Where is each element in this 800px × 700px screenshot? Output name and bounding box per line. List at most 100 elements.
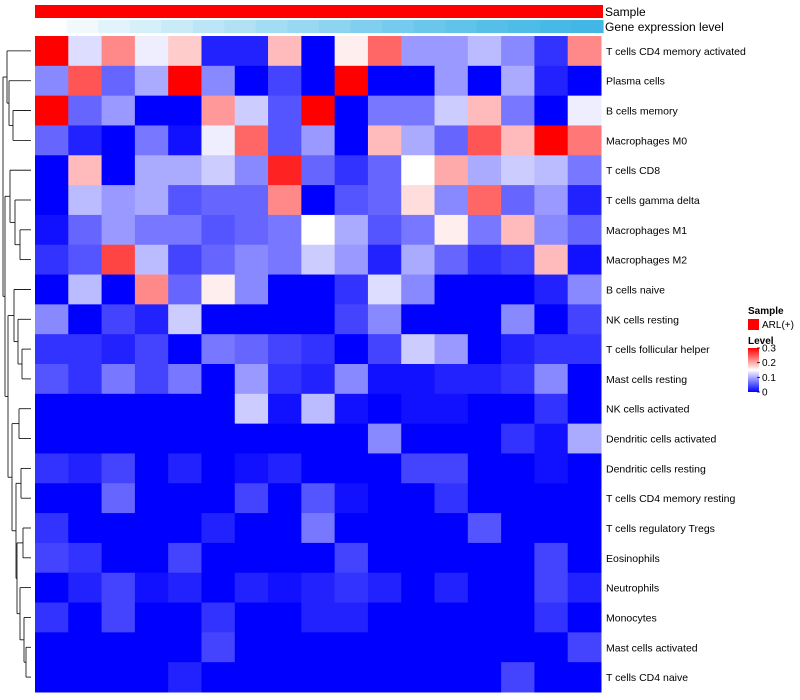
heatmap-cell (168, 304, 202, 335)
heatmap-cell (201, 572, 236, 604)
heatmap-cell (134, 602, 169, 633)
heatmap-cell (567, 393, 602, 425)
heatmap-cell (334, 453, 369, 484)
heatmap-cell (168, 244, 202, 276)
heatmap-cell (534, 36, 569, 67)
heatmap-cell (367, 542, 402, 574)
heatmap-cell (234, 602, 269, 633)
heatmap-cell (401, 185, 436, 216)
heatmap-cell (201, 513, 236, 544)
gene-expression-annotation-cell (161, 20, 194, 33)
heatmap-cell (35, 572, 69, 604)
heatmap-cell (201, 423, 236, 454)
gene-expression-annotation-cell (129, 20, 162, 33)
heatmap-cell (134, 304, 169, 335)
heatmap-cell (134, 393, 169, 425)
heatmap-cell (168, 274, 202, 305)
heatmap-cell (467, 125, 502, 156)
heatmap-cell (201, 36, 236, 67)
heatmap-cell (234, 513, 269, 544)
heatmap-cell (534, 453, 569, 484)
heatmap-cell (35, 304, 69, 335)
gene-expression-annotation-cell (255, 20, 289, 33)
heatmap-cell (501, 423, 535, 454)
gene-expression-annotation-cell (539, 20, 573, 33)
heatmap-cell (134, 95, 169, 126)
heatmap-cell (367, 513, 402, 544)
heatmap-cell (534, 632, 569, 663)
row-label: Dendritic cells resting (606, 463, 706, 475)
heatmap-cell (434, 572, 469, 604)
heatmap-cell (301, 662, 336, 693)
heatmap-cell (268, 95, 302, 126)
heatmap-cell (68, 125, 103, 156)
heatmap-cell (268, 662, 302, 693)
legend-level-colorbar (748, 348, 759, 392)
heatmap-cell (501, 125, 535, 156)
heatmap-cell (534, 393, 569, 425)
heatmap-cell (534, 244, 569, 276)
heatmap-cell (168, 602, 202, 633)
heatmap-cell (134, 214, 169, 246)
row-label: NK cells resting (606, 314, 679, 326)
row-label: Macrophages M0 (606, 135, 687, 147)
heatmap-cell (401, 244, 436, 276)
heatmap-cell (234, 304, 269, 335)
heatmap-cell (101, 364, 136, 395)
gene-expression-annotation-cell (66, 20, 99, 33)
heatmap-cell (401, 364, 436, 395)
heatmap-cell (534, 483, 569, 514)
heatmap-cell (201, 393, 236, 425)
gene-expression-annotation-cell (382, 20, 415, 33)
heatmap-cell (567, 542, 602, 574)
heatmap-cell (434, 334, 469, 365)
heatmap-cell (101, 572, 136, 604)
heatmap-cell (367, 125, 402, 156)
heatmap-cell (567, 304, 602, 335)
heatmap-cell (301, 185, 336, 216)
row-label: NK cells activated (606, 404, 690, 416)
heatmap-cell (301, 155, 336, 186)
heatmap-cell (534, 304, 569, 335)
heatmap-cell (301, 542, 336, 574)
legend-level-ticks: 0.3 0.2 0.1 0 (757, 344, 776, 399)
heatmap-cell (567, 662, 602, 693)
heatmap-cell (467, 513, 502, 544)
row-label: Mast cells activated (606, 642, 698, 654)
heatmap-cell (168, 662, 202, 693)
heatmap-cell (268, 572, 302, 604)
heatmap-cell (334, 65, 369, 97)
heatmap-cell (301, 513, 336, 544)
heatmap-cell (467, 244, 502, 276)
heatmap-cell (434, 214, 469, 246)
heatmap-cell (467, 483, 502, 514)
heatmap-cell (68, 393, 103, 425)
heatmap-cell (301, 483, 336, 514)
heatmap-cell (467, 95, 502, 126)
heatmap-cell (35, 602, 69, 633)
heatmap-cell (301, 214, 336, 246)
heatmap-cell (201, 65, 236, 97)
heatmap-cell (367, 95, 402, 126)
heatmap-cell (234, 95, 269, 126)
heatmap-cell (534, 602, 569, 633)
heatmap-cell (401, 95, 436, 126)
heatmap-cell (401, 304, 436, 335)
heatmap-cell (301, 125, 336, 156)
gene-expression-annotation-cell (445, 20, 478, 33)
heatmap-cell (201, 483, 236, 514)
heatmap-cell (467, 65, 502, 97)
heatmap-cell (234, 393, 269, 425)
heatmap-cell (434, 602, 469, 633)
heatmap-cell (367, 572, 402, 604)
heatmap-cell (467, 274, 502, 305)
heatmap-cell (367, 244, 402, 276)
heatmap-cell (334, 602, 369, 633)
row-dendrogram (2, 50, 31, 678)
legend-sample-title: Sample (748, 306, 784, 317)
heatmap-cell (467, 185, 502, 216)
heatmap-cell (35, 36, 69, 67)
heatmap-cell (467, 304, 502, 335)
heatmap-cell (301, 453, 336, 484)
